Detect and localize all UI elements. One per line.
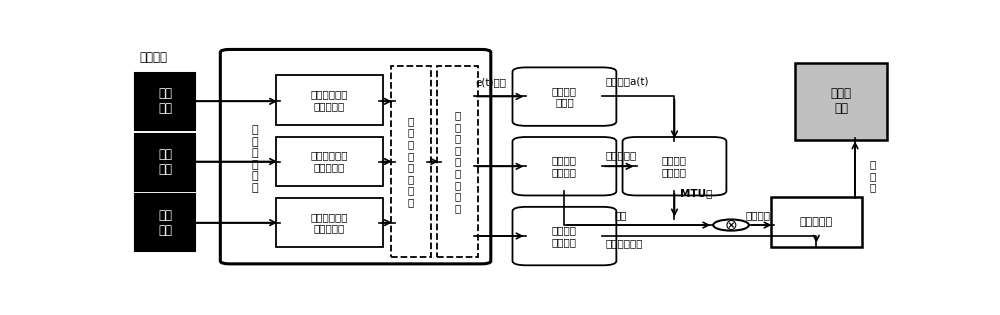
Text: 足底压力数据
预处理模块: 足底压力数据 预处理模块 <box>311 212 348 233</box>
FancyBboxPatch shape <box>135 73 195 130</box>
Text: 肌电
信号: 肌电 信号 <box>158 88 172 116</box>
Text: e(t)包络: e(t)包络 <box>475 77 506 87</box>
Text: 外部内收
力矩模型: 外部内收 力矩模型 <box>552 225 577 247</box>
FancyBboxPatch shape <box>220 49 491 264</box>
Text: ⊗: ⊗ <box>725 218 737 232</box>
Text: 时
间
归
一
化
处
理
模
块: 时 间 归 一 化 处 理 模 块 <box>454 110 461 213</box>
FancyBboxPatch shape <box>795 63 887 140</box>
FancyBboxPatch shape <box>437 66 478 257</box>
Text: 参数优化
后的模型: 参数优化 后的模型 <box>662 155 687 177</box>
FancyBboxPatch shape <box>623 137 726 195</box>
Text: 力臂: 力臂 <box>615 210 627 220</box>
Text: 关节
角度: 关节 角度 <box>158 148 172 176</box>
FancyBboxPatch shape <box>276 198 383 247</box>
Text: 肌肉力矩: 肌肉力矩 <box>745 210 770 220</box>
Text: 肌电信号数据
预处理模块: 肌电信号数据 预处理模块 <box>311 89 348 111</box>
Text: 足底
压力: 足底 压力 <box>158 209 172 237</box>
Text: 接
触
力: 接 触 力 <box>869 159 875 193</box>
Circle shape <box>713 220 749 231</box>
Text: 关节角度数据
预处理模块: 关节角度数据 预处理模块 <box>311 151 348 172</box>
FancyBboxPatch shape <box>135 134 195 191</box>
Text: 肌肉收缩
力学模型: 肌肉收缩 力学模型 <box>552 155 577 177</box>
Text: 肌肉激活a(t): 肌肉激活a(t) <box>606 77 649 86</box>
Text: 肌肉激活
度模型: 肌肉激活 度模型 <box>552 86 577 107</box>
Text: 原始数据: 原始数据 <box>139 51 167 64</box>
FancyBboxPatch shape <box>276 136 383 186</box>
Text: 步
态
周
期
划
分
模
块: 步 态 周 期 划 分 模 块 <box>408 116 414 207</box>
FancyBboxPatch shape <box>276 75 383 125</box>
Text: MTU力: MTU力 <box>680 188 712 198</box>
Text: 信
号
处
理
模
型: 信 号 处 理 模 型 <box>252 125 259 193</box>
Text: 外部内收力矩: 外部内收力矩 <box>606 238 643 249</box>
FancyBboxPatch shape <box>391 66 431 257</box>
Text: 可视化
界面: 可视化 界面 <box>831 88 852 116</box>
Text: 肌纤维长度: 肌纤维长度 <box>606 150 637 160</box>
FancyBboxPatch shape <box>135 194 195 251</box>
FancyBboxPatch shape <box>771 197 862 247</box>
FancyBboxPatch shape <box>512 67 616 126</box>
FancyBboxPatch shape <box>512 137 616 195</box>
FancyBboxPatch shape <box>512 207 616 265</box>
Text: 力平衡关系: 力平衡关系 <box>800 217 833 227</box>
